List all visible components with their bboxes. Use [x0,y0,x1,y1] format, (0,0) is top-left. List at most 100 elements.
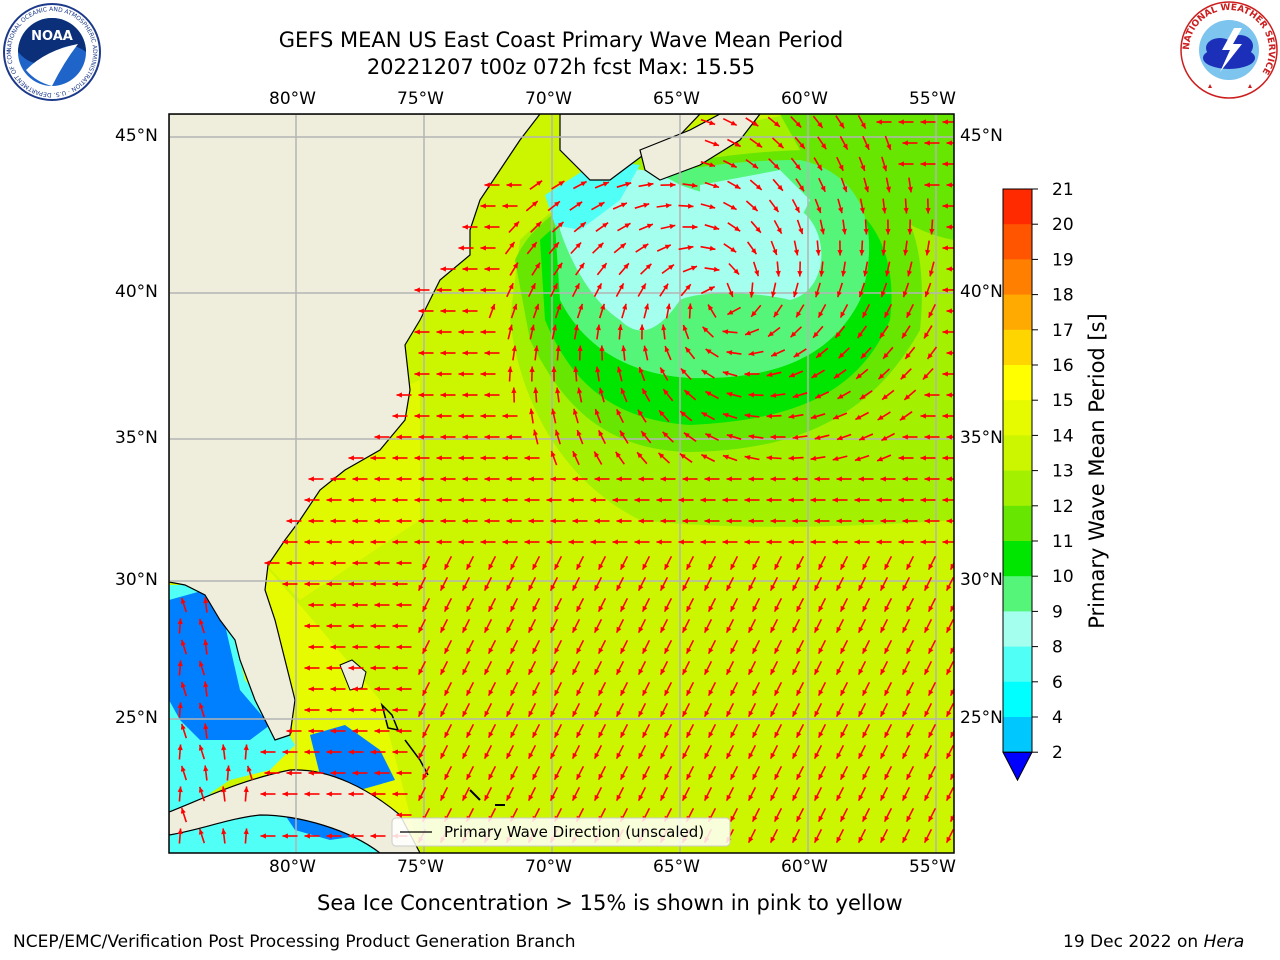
wave-arrow-head [286,518,292,524]
wave-arrow-head [770,518,776,524]
wave-arrow-head [528,584,534,591]
wave-arrow-head [662,431,669,438]
colorbar-label: Primary Wave Mean Period [s] [1085,313,1109,629]
wave-arrow-head [770,752,776,759]
wave-arrow-head [682,710,688,717]
wave-arrow-head [422,647,428,654]
wave-arrow-head [282,833,288,839]
wave-arrow-head [832,456,839,461]
wave-arrow-head [502,413,508,419]
wave-arrow-head [709,120,716,126]
wave-arrow-head [598,202,605,208]
wave-arrow-head [484,266,490,272]
wave-arrow-head [898,161,904,167]
wave-arrow-head [773,206,779,212]
wave-arrow-head [748,392,754,398]
wave-arrow-head [836,752,842,759]
wave-arrow-head [713,183,720,189]
wave-arrow-head [924,836,930,843]
wave-arrow-head [814,836,820,843]
wave-arrow-head [594,476,600,482]
wave-arrow-head [946,668,952,675]
wave-arrow-head [862,563,868,570]
wave-arrow-head [793,352,800,358]
wave-arrow-head [730,773,736,780]
wave-arrow-head [788,497,794,503]
wave-arrow-head [576,773,582,780]
wave-arrow-head [682,518,688,524]
wave-arrow-head [836,476,842,482]
wave-arrow-head [422,563,428,570]
wave-arrow-head [554,731,560,738]
wave-arrow-head [748,668,754,675]
wave-arrow-head [859,435,866,441]
wave-arrow-head [418,626,424,633]
wave-arrow-head [682,476,688,482]
wave-arrow-head [708,605,714,612]
wave-arrow-head [286,728,292,734]
lat-label-left: 35°N [115,428,158,448]
wave-arrow-head [726,476,732,482]
wave-arrow-head [414,539,420,545]
wave-arrow-head [882,394,888,400]
wave-arrow-head [533,429,538,436]
wave-arrow-head [534,303,540,310]
wave-arrow-head [638,518,644,524]
wave-arrow-head [462,518,468,524]
wave-arrow-head [304,791,310,797]
wave-arrow-head [730,605,736,612]
wave-arrow-head [348,455,354,461]
wave-arrow-head [842,186,848,193]
wave-arrow-head [900,373,907,380]
lon-label-top: 60°W [781,89,828,109]
wave-arrow-head [484,710,490,717]
wave-arrow-head [814,584,820,591]
wave-arrow-head [730,647,736,654]
wave-arrow-head [766,371,773,377]
wave-arrow-head [898,119,904,125]
wave-arrow-head [726,350,733,356]
wave-arrow-head [550,668,556,675]
wave-arrow-head [568,539,574,545]
colorbar-segment [1003,681,1032,718]
wave-arrow-head [510,605,516,612]
wave-arrow-head [798,228,804,235]
wave-arrow-head [528,710,534,717]
wave-arrow-head [594,794,600,801]
wave-arrow-head [907,270,912,277]
wave-arrow-head [928,563,934,570]
wave-arrow-head [902,626,908,633]
wave-arrow-head [509,242,515,248]
wave-arrow-head [550,476,556,482]
wave-arrow-head [660,476,666,482]
wave-arrow-head [598,430,604,437]
wave-arrow-head [819,270,825,277]
wave-arrow-head [928,689,934,696]
wave-arrow-head [601,263,607,269]
wave-arrow-head [924,332,930,339]
wave-arrow-head [745,330,751,336]
wave-arrow-head [777,184,783,191]
wave-arrow-head [374,518,380,524]
wave-arrow-head [642,647,648,654]
wave-arrow-head [796,605,802,612]
wave-arrow-head [440,584,446,591]
wave-arrow-head [330,476,336,482]
wave-arrow-head [656,497,662,503]
wave-arrow-head [484,224,490,230]
wave-arrow-head [304,833,310,839]
wave-arrow-head [554,201,560,207]
wave-arrow-head [203,597,209,604]
machine-name: Hera [1203,932,1245,952]
wave-arrow-head [594,451,600,458]
wave-arrow-head [480,413,486,419]
wave-arrow-head [685,347,691,353]
wave-arrow-head [550,584,556,591]
wave-arrow-head [796,731,802,738]
wave-arrow-head [902,710,908,717]
wave-arrow-head [348,497,354,503]
wave-arrow-head [660,668,666,675]
wave-arrow-head [885,186,891,193]
wave-arrow-head [396,476,402,482]
wave-arrow-head [946,710,952,717]
